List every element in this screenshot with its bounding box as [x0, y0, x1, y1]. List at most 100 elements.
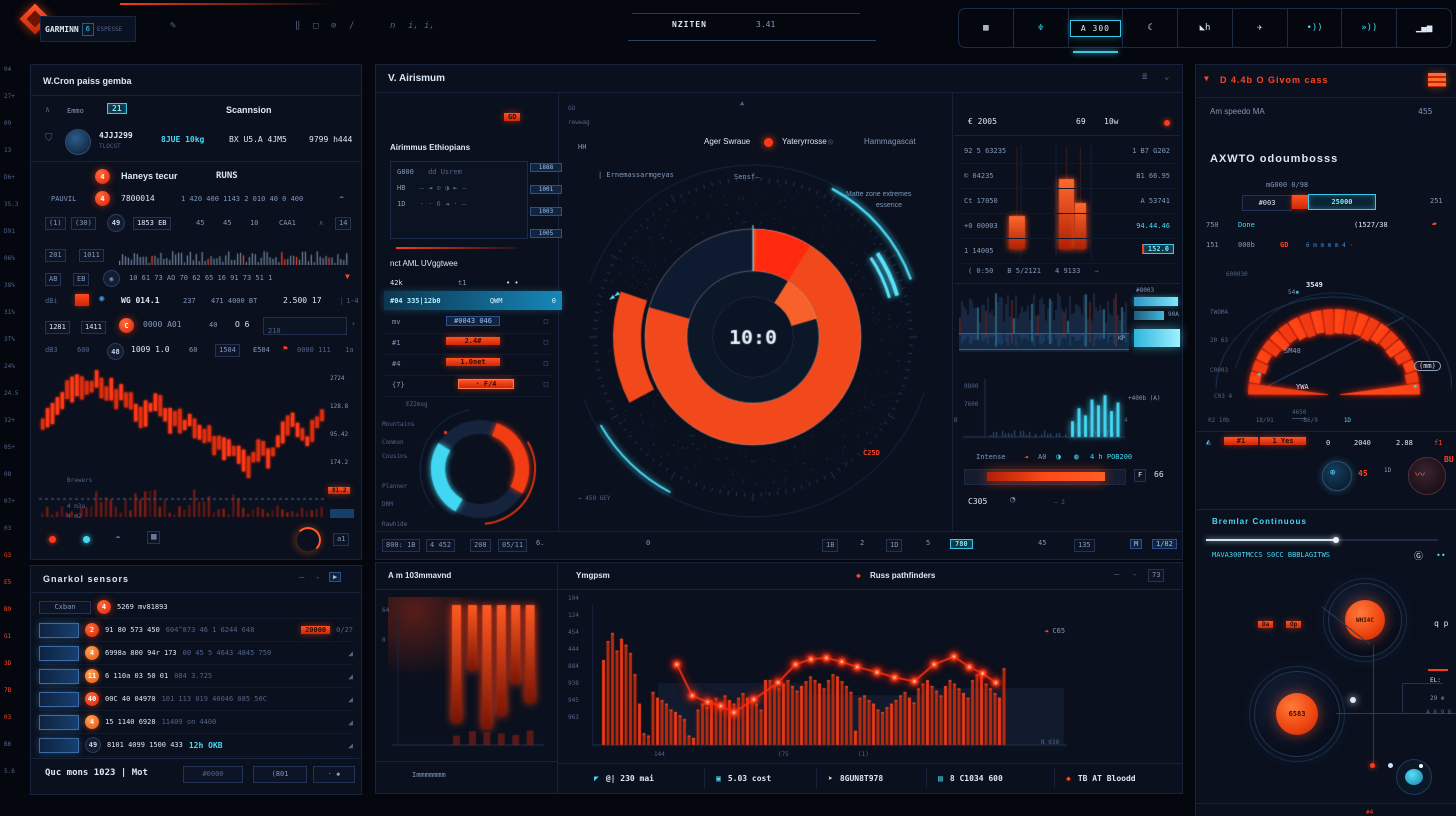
center-menu-icon[interactable]: ≣	[1142, 72, 1148, 82]
lens-dial-1[interactable]: WHI4C	[1328, 583, 1402, 657]
rowb-l1[interactable]: 1281	[45, 321, 70, 334]
edge-tick: 07+	[4, 498, 15, 505]
suba-row-box-icon[interactable]: □	[543, 317, 548, 325]
status-cloud-icon[interactable]: ☁	[115, 531, 121, 541]
shield-icon: ⛉	[45, 133, 53, 144]
signal-wave-tool-icon[interactable]: »))	[1341, 9, 1396, 47]
sensor-row[interactable]: 4 15 1140 6928 11409 on 4400 ◢	[39, 711, 353, 734]
ctrl-r3-icons[interactable]: - · 6 ◄ · —	[419, 200, 467, 208]
plane-tool-icon[interactable]: ✈	[1231, 9, 1287, 47]
row-expand-icon[interactable]: ◢	[348, 717, 353, 727]
pencil-icon[interactable]: ✎	[170, 20, 177, 31]
rowb-input[interactable]: 210	[263, 317, 347, 335]
a300-mode-toggle[interactable]: A 300	[1067, 9, 1123, 53]
legend-item[interactable]: ➤ 8GUN8T978	[828, 770, 883, 786]
row-expand-icon[interactable]: ◢	[348, 694, 353, 704]
suba-sub-label: nct AML UVggtwee	[390, 259, 458, 268]
red-progress-icon[interactable]: F	[1134, 469, 1147, 482]
slider-handle[interactable]	[1333, 537, 1339, 543]
italic-i-icon[interactable]: i,	[408, 21, 419, 31]
sensors-collapse-icon[interactable]: -	[315, 573, 321, 583]
row-expand-icon[interactable]: ◢	[348, 671, 353, 681]
redrow-box-1[interactable]: #1	[1224, 437, 1258, 445]
orange-bars-chart	[1001, 141, 1116, 263]
suba-value-row[interactable]: #1 2.4# □	[384, 334, 552, 355]
price-tag: 81.2	[328, 487, 351, 494]
legend-item[interactable]: ◤ @| 230 mai	[594, 770, 654, 786]
subb-foot-arrow-icon[interactable]: →	[1094, 267, 1099, 275]
row-expand-icon[interactable]: ◢	[348, 648, 353, 658]
spectrum-band[interactable]	[959, 333, 1129, 350]
sensor-row[interactable]: 40 00C 40 04970 101 113 019 40046 085 50C ◢	[39, 688, 353, 711]
sensors-footer-button-1[interactable]: #0000	[183, 766, 243, 783]
sensor-row[interactable]: Cxban 4 5269 mv81893	[39, 596, 353, 619]
right-box-r: 251	[1430, 197, 1443, 205]
status-grid-icon[interactable]: ▦	[147, 531, 161, 544]
chip-2[interactable]: (30)	[71, 217, 96, 230]
row-expand-icon[interactable]: ◢	[348, 740, 353, 750]
suba-row-box-icon[interactable]: □	[543, 380, 548, 388]
cloud-small-icon: ☁	[339, 191, 344, 200]
helmet-sphere[interactable]	[1396, 759, 1432, 795]
chip-chevron-icon[interactable]: ∧	[319, 219, 324, 227]
antenna-tool-icon[interactable]: ≑	[1012, 9, 1068, 47]
sensors-footer-button-3[interactable]: · ◆	[313, 766, 355, 783]
legend-item[interactable]: ◆ TB AT Bloodd	[1066, 770, 1136, 786]
moon-tool-icon[interactable]: ☾	[1122, 9, 1177, 47]
dome-axis-label: TWOM4	[1210, 309, 1229, 316]
chevron-up-icon[interactable]: ∧	[45, 105, 50, 114]
slider-track[interactable]	[1206, 537, 1438, 543]
right-box-c[interactable]: 25000	[1308, 194, 1376, 210]
grid-tool-icon[interactable]: ▦	[959, 9, 1013, 47]
lens-dial-2[interactable]: 6583	[1254, 671, 1340, 757]
rowb-l2[interactable]: 1411	[81, 321, 106, 334]
signal-dots-tool-icon[interactable]: •))	[1286, 9, 1342, 47]
redrow-box-2[interactable]: 1 Yes	[1260, 437, 1306, 445]
flow-dash-icon[interactable]: -	[1132, 570, 1138, 580]
suba-value-row[interactable]: {7} · F/4 □	[384, 376, 552, 397]
suba-row-box-icon[interactable]: □	[543, 338, 548, 346]
square-icon[interactable]: □	[313, 21, 319, 31]
avatar[interactable]	[65, 129, 91, 155]
flow-minimize-icon[interactable]: —	[1114, 570, 1120, 580]
italic-n-icon[interactable]: n	[390, 21, 396, 31]
right-list-icon[interactable]	[1428, 73, 1446, 87]
pipe-icon[interactable]: ‖	[295, 21, 301, 31]
sensor-row[interactable]: 2 91 80 573 450 604^873 46 1 6244 648 20000…	[39, 619, 353, 642]
sensors-footer-button-2[interactable]: (801	[253, 766, 307, 783]
slash-zero-icon[interactable]: ⊘	[331, 21, 337, 31]
right-box-a[interactable]: #003	[1242, 195, 1292, 211]
sensor-row[interactable]: 4 6998a 800 94r 173 00 45 5 4643 4845 750 ◢	[39, 642, 353, 665]
chart-note-b1: 4 m3a	[67, 503, 86, 510]
chip-5: 45	[223, 219, 232, 227]
chip-1[interactable]: (1)	[45, 217, 66, 230]
suba-value-row[interactable]: mv #0043 046 □	[384, 313, 552, 334]
legend-item[interactable]: ▣ 5.03 cost	[716, 770, 771, 786]
center-collapse-icon[interactable]: ⌄	[1164, 72, 1170, 82]
avatar-globe[interactable]: ⊕	[1322, 461, 1352, 491]
sensor-row[interactable]: 11 6 110a 03 50 01 084 3.725 ◢	[39, 665, 353, 688]
g-circle-icon[interactable]: Ⓖ	[1414, 552, 1424, 562]
italic-i2-icon[interactable]: i,	[424, 21, 435, 31]
sensors-play-button[interactable]: ▶	[329, 572, 342, 582]
suba-row-box-icon[interactable]: □	[543, 359, 548, 367]
donut-label: Cousins	[382, 453, 408, 460]
sensors-minimize-icon[interactable]: —	[299, 573, 305, 583]
rowb-caret-icon[interactable]: ›	[351, 319, 356, 328]
bars-tool-icon[interactable]: ▁▄▅	[1396, 9, 1451, 47]
suba-selected-row[interactable]: #04 335|12b0 QWM 0	[384, 291, 562, 310]
edge-tick: 3D	[4, 660, 12, 667]
ctrl-r2-icons[interactable]: — ◄ ⊙ ◑ ► —	[419, 184, 467, 192]
qp-icons[interactable]: q p	[1434, 619, 1449, 628]
chip-8[interactable]: 14	[335, 217, 352, 230]
chip-3[interactable]: 1853 EB	[133, 217, 171, 230]
slope-tool-icon[interactable]: ◣h	[1177, 9, 1232, 47]
flow-ctrl-button[interactable]: 73	[1148, 569, 1165, 582]
legend-item[interactable]: ▨ 8 C1034 600	[938, 770, 1003, 786]
slash-icon[interactable]: ∕	[349, 21, 355, 31]
suba-value-row[interactable]: #4 1.0net □	[384, 355, 552, 376]
avatar-user[interactable]: 〰	[1408, 457, 1446, 495]
panel-right: ▼ D 4.4b O Givom cass Am speedo MA 455 A…	[1195, 64, 1456, 816]
sensor-row[interactable]: 49 8101 4099 1500 433 12h OKB ◢	[39, 734, 353, 757]
status-gauge-icon[interactable]	[295, 527, 321, 553]
